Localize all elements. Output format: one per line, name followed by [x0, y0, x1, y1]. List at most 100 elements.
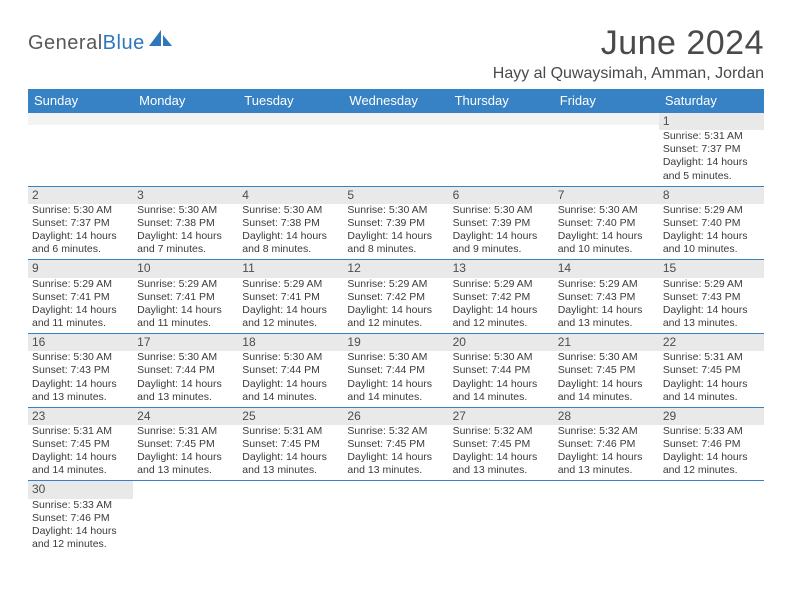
- sunrise-line: Sunrise: 5:31 AM: [663, 130, 760, 143]
- day-details: Sunrise: 5:30 AMSunset: 7:39 PMDaylight:…: [343, 204, 448, 260]
- sunset-line: Sunset: 7:45 PM: [242, 438, 339, 451]
- day-details: Sunrise: 5:31 AMSunset: 7:37 PMDaylight:…: [659, 130, 764, 186]
- day-number: 28: [554, 408, 659, 425]
- calendar-cell: 27Sunrise: 5:32 AMSunset: 7:45 PMDayligh…: [449, 408, 554, 481]
- calendar-cell: 14Sunrise: 5:29 AMSunset: 7:43 PMDayligh…: [554, 260, 659, 333]
- brand-logo: GeneralBlue: [28, 32, 174, 55]
- day-details: Sunrise: 5:29 AMSunset: 7:40 PMDaylight:…: [659, 204, 764, 260]
- dl1-line: Daylight: 14 hours: [663, 304, 760, 317]
- sunrise-line: Sunrise: 5:29 AM: [242, 278, 339, 291]
- page-header: GeneralBlue June 2024 Hayy al Quwaysimah…: [28, 24, 764, 83]
- day-number: 11: [238, 260, 343, 277]
- blank-daynum-bar: [133, 113, 238, 125]
- sunrise-line: Sunrise: 5:31 AM: [137, 425, 234, 438]
- sunrise-line: Sunrise: 5:30 AM: [242, 351, 339, 364]
- sunrise-line: Sunrise: 5:29 AM: [347, 278, 444, 291]
- sunrise-line: Sunrise: 5:33 AM: [663, 425, 760, 438]
- dl1-line: Daylight: 14 hours: [347, 230, 444, 243]
- sunrise-line: Sunrise: 5:31 AM: [32, 425, 129, 438]
- sunset-line: Sunset: 7:46 PM: [558, 438, 655, 451]
- calendar-cell: [554, 113, 659, 186]
- day-header: Thursday: [449, 89, 554, 113]
- dl2-line: and 14 minutes.: [32, 464, 129, 477]
- sunset-line: Sunset: 7:42 PM: [453, 291, 550, 304]
- week-row: 9Sunrise: 5:29 AMSunset: 7:41 PMDaylight…: [28, 259, 764, 333]
- day-number: 8: [659, 187, 764, 204]
- day-header: Monday: [133, 89, 238, 113]
- calendar-cell: 3Sunrise: 5:30 AMSunset: 7:38 PMDaylight…: [133, 187, 238, 260]
- day-details: Sunrise: 5:32 AMSunset: 7:45 PMDaylight:…: [343, 425, 448, 481]
- calendar-page: GeneralBlue June 2024 Hayy al Quwaysimah…: [0, 0, 792, 554]
- dl1-line: Daylight: 14 hours: [137, 378, 234, 391]
- sunrise-line: Sunrise: 5:30 AM: [137, 204, 234, 217]
- sunset-line: Sunset: 7:45 PM: [663, 364, 760, 377]
- calendar-cell: 28Sunrise: 5:32 AMSunset: 7:46 PMDayligh…: [554, 408, 659, 481]
- dl1-line: Daylight: 14 hours: [137, 451, 234, 464]
- day-details: Sunrise: 5:29 AMSunset: 7:42 PMDaylight:…: [449, 278, 554, 334]
- dl1-line: Daylight: 14 hours: [347, 378, 444, 391]
- calendar-cell: [343, 113, 448, 186]
- calendar-cell: 6Sunrise: 5:30 AMSunset: 7:39 PMDaylight…: [449, 187, 554, 260]
- calendar-cell: 10Sunrise: 5:29 AMSunset: 7:41 PMDayligh…: [133, 260, 238, 333]
- day-details: Sunrise: 5:29 AMSunset: 7:41 PMDaylight:…: [133, 278, 238, 334]
- dl1-line: Daylight: 14 hours: [32, 451, 129, 464]
- day-details: Sunrise: 5:32 AMSunset: 7:46 PMDaylight:…: [554, 425, 659, 481]
- calendar-cell: 12Sunrise: 5:29 AMSunset: 7:42 PMDayligh…: [343, 260, 448, 333]
- calendar-cell: [343, 481, 448, 554]
- sunset-line: Sunset: 7:37 PM: [32, 217, 129, 230]
- calendar-cell: [449, 113, 554, 186]
- sunset-line: Sunset: 7:43 PM: [558, 291, 655, 304]
- sunset-line: Sunset: 7:43 PM: [663, 291, 760, 304]
- day-number: 14: [554, 260, 659, 277]
- dl1-line: Daylight: 14 hours: [558, 230, 655, 243]
- calendar-cell: [133, 481, 238, 554]
- calendar-cell: 8Sunrise: 5:29 AMSunset: 7:40 PMDaylight…: [659, 187, 764, 260]
- sunset-line: Sunset: 7:44 PM: [347, 364, 444, 377]
- sunset-line: Sunset: 7:39 PM: [453, 217, 550, 230]
- sunset-line: Sunset: 7:44 PM: [137, 364, 234, 377]
- calendar-cell: [238, 481, 343, 554]
- dl2-line: and 13 minutes.: [453, 464, 550, 477]
- blank-daynum-bar: [554, 113, 659, 125]
- day-details: Sunrise: 5:30 AMSunset: 7:44 PMDaylight:…: [133, 351, 238, 407]
- sunset-line: Sunset: 7:44 PM: [453, 364, 550, 377]
- day-number: 6: [449, 187, 554, 204]
- dl1-line: Daylight: 14 hours: [137, 304, 234, 317]
- day-number: 25: [238, 408, 343, 425]
- dl1-line: Daylight: 14 hours: [347, 451, 444, 464]
- day-details: Sunrise: 5:32 AMSunset: 7:45 PMDaylight:…: [449, 425, 554, 481]
- calendar-cell: 30Sunrise: 5:33 AMSunset: 7:46 PMDayligh…: [28, 481, 133, 554]
- calendar-cell: 2Sunrise: 5:30 AMSunset: 7:37 PMDaylight…: [28, 187, 133, 260]
- dl2-line: and 12 minutes.: [453, 317, 550, 330]
- day-number: 27: [449, 408, 554, 425]
- dl1-line: Daylight: 14 hours: [32, 230, 129, 243]
- sunset-line: Sunset: 7:38 PM: [242, 217, 339, 230]
- dl2-line: and 8 minutes.: [347, 243, 444, 256]
- dl2-line: and 10 minutes.: [558, 243, 655, 256]
- day-number: 2: [28, 187, 133, 204]
- calendar-cell: 29Sunrise: 5:33 AMSunset: 7:46 PMDayligh…: [659, 408, 764, 481]
- calendar-cell: [659, 481, 764, 554]
- day-number: 1: [659, 113, 764, 130]
- calendar-table: Sunday Monday Tuesday Wednesday Thursday…: [28, 89, 764, 554]
- dl1-line: Daylight: 14 hours: [242, 304, 339, 317]
- day-number: 15: [659, 260, 764, 277]
- calendar-cell: 18Sunrise: 5:30 AMSunset: 7:44 PMDayligh…: [238, 334, 343, 407]
- dl2-line: and 12 minutes.: [663, 464, 760, 477]
- dl1-line: Daylight: 14 hours: [558, 304, 655, 317]
- dl2-line: and 13 minutes.: [32, 391, 129, 404]
- sunrise-line: Sunrise: 5:30 AM: [347, 204, 444, 217]
- calendar-cell: 15Sunrise: 5:29 AMSunset: 7:43 PMDayligh…: [659, 260, 764, 333]
- dl2-line: and 13 minutes.: [242, 464, 339, 477]
- day-details: Sunrise: 5:29 AMSunset: 7:41 PMDaylight:…: [238, 278, 343, 334]
- calendar-cell: 26Sunrise: 5:32 AMSunset: 7:45 PMDayligh…: [343, 408, 448, 481]
- calendar-cell: 24Sunrise: 5:31 AMSunset: 7:45 PMDayligh…: [133, 408, 238, 481]
- day-number: 23: [28, 408, 133, 425]
- day-details: Sunrise: 5:30 AMSunset: 7:44 PMDaylight:…: [343, 351, 448, 407]
- dl2-line: and 13 minutes.: [137, 391, 234, 404]
- day-number: 10: [133, 260, 238, 277]
- dl1-line: Daylight: 14 hours: [663, 451, 760, 464]
- dl1-line: Daylight: 14 hours: [453, 230, 550, 243]
- calendar-cell: [554, 481, 659, 554]
- dl1-line: Daylight: 14 hours: [347, 304, 444, 317]
